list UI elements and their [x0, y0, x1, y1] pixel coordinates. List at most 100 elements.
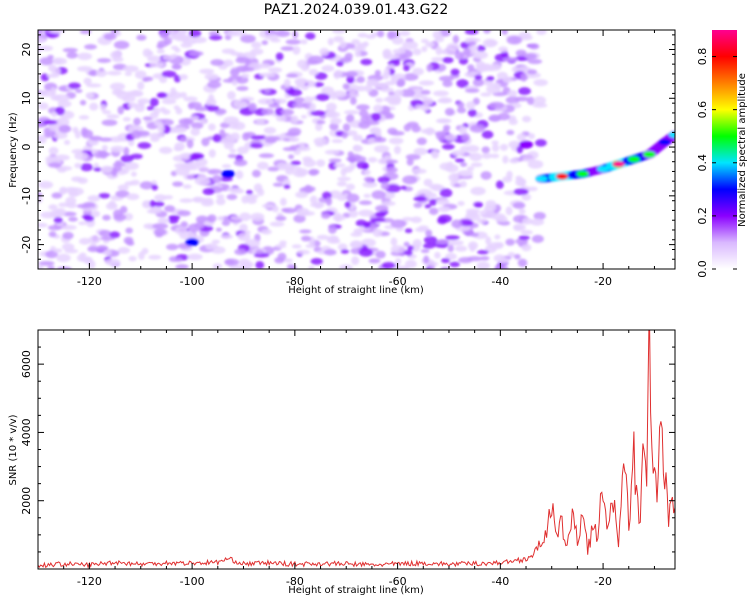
heatmap-cell	[98, 229, 112, 237]
heatmap-cell	[423, 236, 438, 244]
heatmap-cell	[508, 140, 521, 149]
heatmap-cell	[390, 245, 406, 254]
heatmap-cell	[142, 77, 149, 82]
heatmap-cell	[178, 118, 194, 125]
colorbar-tick-label: 0.0	[696, 260, 709, 278]
heatmap-cell	[365, 34, 376, 40]
heatmap-cell	[290, 115, 299, 124]
heatmap-cell	[275, 115, 287, 122]
heatmap-cell	[332, 30, 346, 34]
heatmap-cell	[352, 134, 363, 142]
heatmap-cell	[423, 255, 430, 264]
heatmap-cell	[56, 266, 72, 269]
heatmap-cell	[334, 212, 342, 220]
heatmap-cell	[435, 46, 443, 56]
heatmap-cell	[202, 188, 215, 196]
heatmap-cell	[255, 261, 265, 269]
heatmap-cell	[173, 74, 181, 83]
heatmap-cell	[383, 68, 391, 76]
heatmap-cell	[208, 31, 220, 36]
x-tick-label: -60	[389, 275, 407, 288]
heatmap-cell	[483, 80, 494, 86]
heatmap-cell	[305, 244, 316, 249]
heatmap-cell	[126, 193, 140, 201]
heatmap-cell	[316, 119, 326, 125]
figure-title: PAZ1.2024.039.01.43.G22	[264, 2, 449, 18]
x-tick-label: -80	[286, 575, 304, 588]
heatmap-cell	[182, 184, 192, 189]
heatmap-cell	[217, 216, 225, 221]
heatmap-cell	[179, 198, 193, 203]
heatmap-cell	[58, 125, 72, 133]
secondary-peak	[221, 169, 236, 178]
heatmap-cell	[470, 186, 486, 196]
heatmap-cell	[467, 64, 475, 71]
heatmap-cell	[204, 73, 219, 80]
heatmap-cell	[430, 57, 446, 62]
heatmap-cell	[316, 159, 326, 167]
heatmap-cell	[481, 130, 494, 139]
heatmap-cell	[485, 236, 492, 245]
heatmap-cell	[159, 107, 167, 113]
heatmap-cell	[295, 191, 309, 199]
colorbar-gradient	[712, 30, 737, 269]
heatmap-cell	[210, 59, 224, 66]
heatmap-cell	[68, 82, 81, 89]
heatmap-cell	[299, 229, 312, 234]
signal-peak	[658, 139, 671, 146]
x-tick-label: -100	[180, 575, 205, 588]
heatmap-cell	[272, 182, 284, 187]
heatmap-cell	[469, 152, 483, 162]
heatmap-cell	[240, 66, 255, 72]
heatmap-cell	[89, 102, 99, 111]
heatmap-cell	[505, 206, 513, 216]
heatmap-cell	[227, 153, 238, 159]
heatmap-cell	[488, 101, 505, 110]
heatmap-cell	[457, 101, 465, 109]
heatmap-cell	[345, 114, 355, 123]
heatmap-cell	[166, 30, 175, 34]
heatmap-cell	[280, 46, 296, 51]
colorbar-tick-label: 0.8	[696, 48, 709, 66]
heatmap-cell	[183, 96, 198, 102]
heatmap-cell	[101, 144, 109, 152]
heatmap-cell	[284, 167, 295, 175]
heatmap-cell	[506, 129, 515, 136]
heatmap-cell	[444, 134, 457, 141]
heatmap-cell	[280, 109, 295, 116]
heatmap-cell	[189, 51, 204, 57]
heatmap-cell	[437, 206, 451, 213]
heatmap-cell	[174, 257, 183, 263]
heatmap-cell	[367, 157, 378, 163]
heatmap-cell	[467, 41, 477, 46]
heatmap-cell	[205, 105, 220, 112]
heatmap-cell	[420, 248, 430, 254]
heatmap-cell	[514, 253, 521, 260]
heatmap-cell	[79, 99, 87, 106]
heatmap-cell	[132, 90, 139, 95]
heatmap-cell	[307, 55, 324, 65]
heatmap-cell	[251, 169, 261, 178]
heatmap-cell	[435, 239, 450, 245]
heatmap-cell	[50, 30, 66, 34]
heatmap-cell	[481, 146, 490, 154]
heatmap-cell	[321, 86, 335, 95]
heatmap-cell	[315, 93, 330, 101]
heatmap-cell	[76, 203, 93, 209]
heatmap-cell	[141, 200, 153, 209]
heatmap-cell	[259, 72, 276, 78]
heatmap-cell	[405, 154, 421, 160]
heatmap-cell	[358, 42, 368, 48]
heatmap-cell	[363, 169, 371, 176]
heatmap-cell	[305, 32, 316, 40]
heatmap-cell	[77, 65, 93, 72]
heatmap-cell	[403, 73, 419, 81]
heatmap-cell	[337, 176, 351, 182]
heatmap-cell	[352, 144, 361, 151]
heatmap-cell	[511, 66, 519, 73]
heatmap-cell	[373, 104, 384, 113]
heatmap-cell	[325, 111, 341, 118]
heatmap-cell	[393, 145, 402, 155]
heatmap-cell	[288, 154, 295, 160]
heatmap-cell	[222, 59, 234, 67]
